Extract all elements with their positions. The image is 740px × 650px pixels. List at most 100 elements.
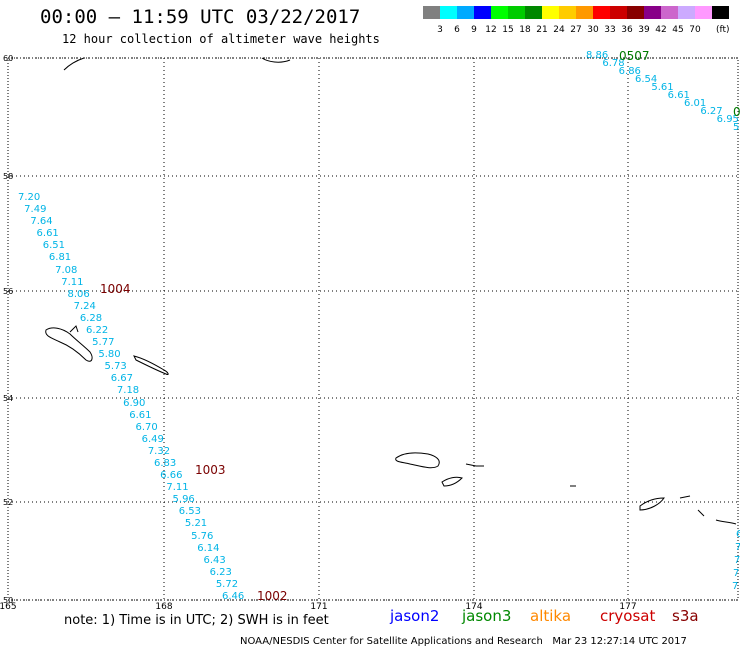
wave-height-value: 7.20 xyxy=(18,192,41,203)
scale-swatch xyxy=(610,6,627,19)
wave-height-value: 6.78 xyxy=(602,58,625,69)
wave-height-value: 6.46 xyxy=(222,591,245,602)
footer-credit: NOAA/NESDIS Center for Satellite Applica… xyxy=(240,636,687,647)
latitude-label: 52 xyxy=(3,498,14,507)
wave-height-value: 8.86 xyxy=(586,50,609,61)
pass-time-label: 1002 xyxy=(257,589,288,603)
scale-swatch xyxy=(661,6,678,19)
scale-swatch xyxy=(559,6,576,19)
scale-tick-label: 9 xyxy=(471,25,477,35)
scale-swatch xyxy=(627,6,644,19)
scale-tick-label: 70 xyxy=(689,25,701,35)
scale-swatch xyxy=(508,6,525,19)
wave-height-value: 5 xyxy=(733,122,740,133)
wave-height-value: 8.06 xyxy=(67,288,90,300)
scale-tick-label: 3 xyxy=(437,25,443,35)
scale-tick-label: 42 xyxy=(655,25,667,35)
scale-unit-label: (ft) xyxy=(716,25,730,35)
wave-height-value: 7 xyxy=(732,581,739,592)
scale-tick-label: 27 xyxy=(570,25,582,35)
longitude-label: 174 xyxy=(465,602,483,612)
wave-height-value: 6.86 xyxy=(618,66,641,77)
scale-swatch xyxy=(474,6,491,19)
scale-swatch xyxy=(440,6,457,19)
wave-height-value: 7.08 xyxy=(55,264,78,276)
lat-gridlines xyxy=(8,57,738,601)
wave-height-value: 5.80 xyxy=(98,349,121,361)
wave-height-value: 6.67 xyxy=(110,373,133,385)
pass-time-label: 1003 xyxy=(195,463,226,477)
wave-height-value: 5.76 xyxy=(191,530,214,542)
scale-swatch xyxy=(423,6,440,19)
wave-height-value: 6.66 xyxy=(160,470,183,482)
wave-height-value: 7 xyxy=(733,568,740,579)
wave-height-value: 7.11 xyxy=(61,276,84,288)
pass-time-label: 1004 xyxy=(100,282,131,296)
footer-note: note: 1) Time is in UTC; 2) SWH is in fe… xyxy=(64,613,329,628)
wave-height-value: 6.95 xyxy=(716,114,739,125)
scale-tick-label: 30 xyxy=(587,25,599,35)
wave-height-value: 6.01 xyxy=(684,98,707,109)
scale-swatch xyxy=(593,6,610,19)
wave-height-value: 6.70 xyxy=(135,421,158,433)
wave-height-value: 7 xyxy=(735,542,740,553)
longitude-label: 171 xyxy=(310,602,328,612)
wave-height-value: 5.21 xyxy=(184,518,208,530)
scale-tick-label: 36 xyxy=(621,25,633,35)
wave-height-value: 6 xyxy=(736,529,740,540)
wave-height-value: 7 xyxy=(734,555,740,566)
pass-time-label: 0507 xyxy=(619,49,650,63)
scale-tick-label: 21 xyxy=(536,25,548,35)
wave-height-value: 7.24 xyxy=(73,300,96,312)
satellite-legend-jason2: jason2 xyxy=(390,607,440,625)
latitude-label: 60 xyxy=(3,54,14,63)
wave-height-value: 6.61 xyxy=(36,228,59,240)
wave-height-value: 6.43 xyxy=(203,554,226,566)
wave-height-value: 6.61 xyxy=(667,90,690,101)
scale-swatch xyxy=(695,6,712,19)
longitude-label: 168 xyxy=(155,602,173,612)
scale-tick-label: 6 xyxy=(454,25,460,35)
wave-height-value: 5.73 xyxy=(104,361,127,373)
scale-tick-label: 39 xyxy=(638,25,650,35)
page-subtitle: 12 hour collection of altimeter wave hei… xyxy=(62,32,380,46)
satellite-legend-s3a: s3a xyxy=(672,607,699,625)
wave-height-value: 5.72 xyxy=(215,578,239,590)
wave-height-value: 7.64 xyxy=(30,216,53,228)
credit-timestamp: Mar 23 12:27:14 UTC 2017 xyxy=(552,636,687,647)
wave-height-value: 6.22 xyxy=(86,325,109,336)
wave-height-value: 6.53 xyxy=(178,506,201,518)
scale-swatch xyxy=(542,6,559,19)
scale-swatch xyxy=(678,6,695,19)
scale-swatch xyxy=(644,6,661,19)
scale-tick-label: 24 xyxy=(553,25,565,35)
scale-tick-label: 33 xyxy=(604,25,616,35)
latitude-label: 50 xyxy=(3,596,14,605)
wave-height-value: 7.18 xyxy=(116,385,140,397)
wave-height-value: 6.28 xyxy=(79,312,103,324)
longitude-label: 177 xyxy=(619,602,637,612)
wave-height-value: 5.61 xyxy=(651,82,674,93)
scale-swatch xyxy=(712,6,729,19)
wave-height-value: 5.77 xyxy=(92,337,115,349)
wave-height-value: 5.96 xyxy=(172,494,195,506)
wave-height-value: 7.11 xyxy=(166,482,189,494)
pass-time-label: 0 xyxy=(733,105,740,119)
wave-height-value: 7.49 xyxy=(24,204,47,216)
satellite-legend-altika: altika xyxy=(530,607,572,625)
scale-swatch xyxy=(491,6,508,19)
scale-swatch xyxy=(576,6,593,19)
scale-tick-label: 15 xyxy=(502,25,514,35)
wave-height-value: 6.90 xyxy=(123,397,146,409)
scale-tick-label: 12 xyxy=(485,25,497,35)
coastlines xyxy=(45,57,737,525)
lon-gridlines xyxy=(163,58,629,600)
wave-height-value: 6.49 xyxy=(141,433,164,445)
scale-swatch xyxy=(457,6,474,19)
scale-tick-label: 18 xyxy=(519,25,531,35)
longitude-label: 165 xyxy=(0,602,17,612)
wave-height-value: 6.51 xyxy=(42,240,65,252)
page-title: 00:00 – 11:59 UTC 03/22/2017 xyxy=(40,6,361,28)
wave-height-value: 6.83 xyxy=(154,458,177,469)
